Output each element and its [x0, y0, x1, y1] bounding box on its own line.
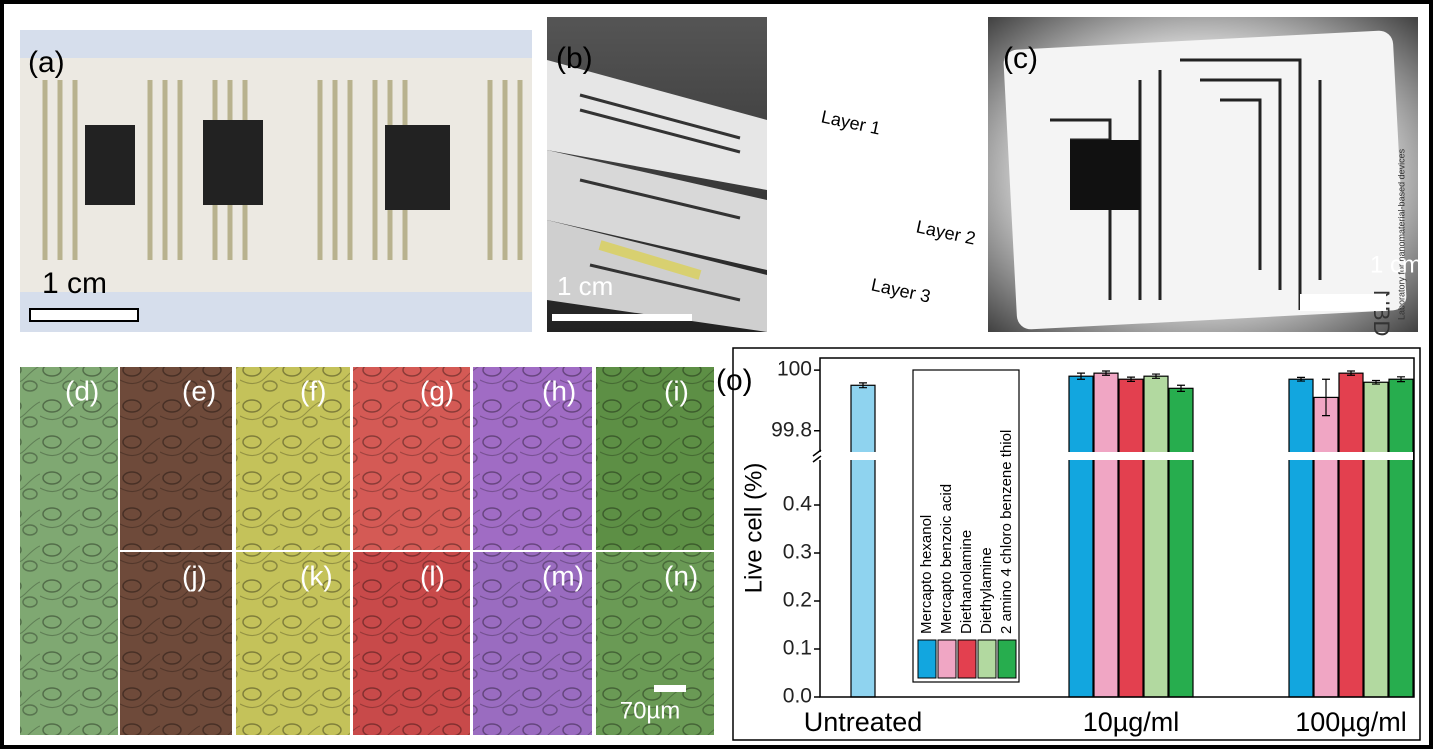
bar — [1314, 397, 1338, 697]
panel-label: (o) — [716, 364, 753, 397]
legend-label: Mercapto hexanol — [918, 515, 935, 634]
bar — [1289, 379, 1313, 697]
panel-label: (d) — [65, 375, 99, 406]
panel-label: (m) — [542, 560, 584, 591]
panel-label: (j) — [182, 560, 207, 591]
bar — [1144, 376, 1168, 697]
panel-label: (n) — [664, 560, 698, 591]
scale-label: 1 cm — [42, 267, 107, 300]
panel-label: (k) — [300, 560, 333, 591]
legend-swatch — [978, 640, 996, 678]
y-tick-label: 0.0 — [783, 685, 812, 708]
panel-label: (e) — [182, 375, 216, 406]
micrograph-texture — [236, 552, 350, 735]
legend-label: Mercapto benzoic acid — [938, 484, 955, 634]
scale-bar — [1300, 294, 1386, 311]
panel-label: (l) — [420, 560, 445, 591]
x-tick-label: Untreated — [804, 707, 923, 737]
legend-swatch — [938, 640, 956, 678]
y-tick-label: 0.3 — [783, 541, 812, 564]
y-tick-label: 100 — [777, 358, 812, 381]
micrograph-texture — [120, 552, 232, 735]
legend-swatch — [998, 640, 1016, 678]
bar — [1069, 376, 1093, 697]
y-tick-label: 0.1 — [783, 637, 812, 660]
panel-label: (a) — [28, 46, 65, 79]
panel-label: (g) — [420, 375, 454, 406]
figure: (a) 1 cm (b) Layer 1 Layer 2 Layer 3 1 c… — [0, 0, 1433, 749]
y-tick-label: 99.8 — [771, 418, 812, 441]
bar — [1339, 373, 1363, 697]
panel-label: (f) — [300, 375, 326, 406]
panel-label: (c) — [1003, 42, 1038, 75]
micrograph-texture — [236, 367, 350, 550]
scale-bar — [654, 685, 686, 692]
y-tick-label: 0.4 — [783, 493, 813, 516]
panel-a: (a) 1 cm — [20, 30, 532, 332]
panel-label: (b) — [556, 42, 593, 75]
micrograph-texture — [20, 367, 118, 735]
scale-bar — [552, 314, 692, 321]
panel-label: (i) — [664, 375, 689, 406]
x-tick-label: 10µg/ml — [1083, 707, 1180, 737]
legend-label: Diethylamine — [978, 547, 995, 634]
axis-break — [812, 452, 1413, 460]
bar — [1389, 379, 1413, 697]
chart: (o) Live cell (%) 0.0 0.1 0.2 0.3 0.4 99.8 100 Un… — [716, 348, 1420, 740]
legend-label: 2 amino 4 chloro benzene thiol — [998, 430, 1015, 634]
bar — [851, 385, 875, 697]
bar — [1169, 388, 1193, 697]
x-tick-label: 100µg/ml — [1295, 707, 1407, 737]
legend-label: Diethanolamine — [958, 530, 975, 634]
scale-label: 1 cm — [1370, 251, 1422, 278]
legend-swatch — [918, 640, 936, 678]
micrograph-texture — [596, 367, 714, 550]
y-tick-label: 0.2 — [783, 589, 812, 612]
bar — [1364, 382, 1388, 697]
y-axis-title: Live cell (%) — [740, 463, 767, 594]
scale-label: 1 cm — [557, 271, 613, 301]
card-text: Laboratory for nanomaterial-based device… — [1396, 148, 1406, 320]
scale-label: 70µm — [620, 697, 681, 724]
panel-label: (h) — [542, 375, 576, 406]
scale-bar — [30, 309, 138, 321]
bar — [1119, 379, 1143, 697]
micrograph-texture — [353, 552, 470, 735]
legend-swatch — [958, 640, 976, 678]
panel-c: (c) NBD Laboratory for nanomaterial-base… — [988, 17, 1422, 336]
bar — [1094, 373, 1118, 697]
